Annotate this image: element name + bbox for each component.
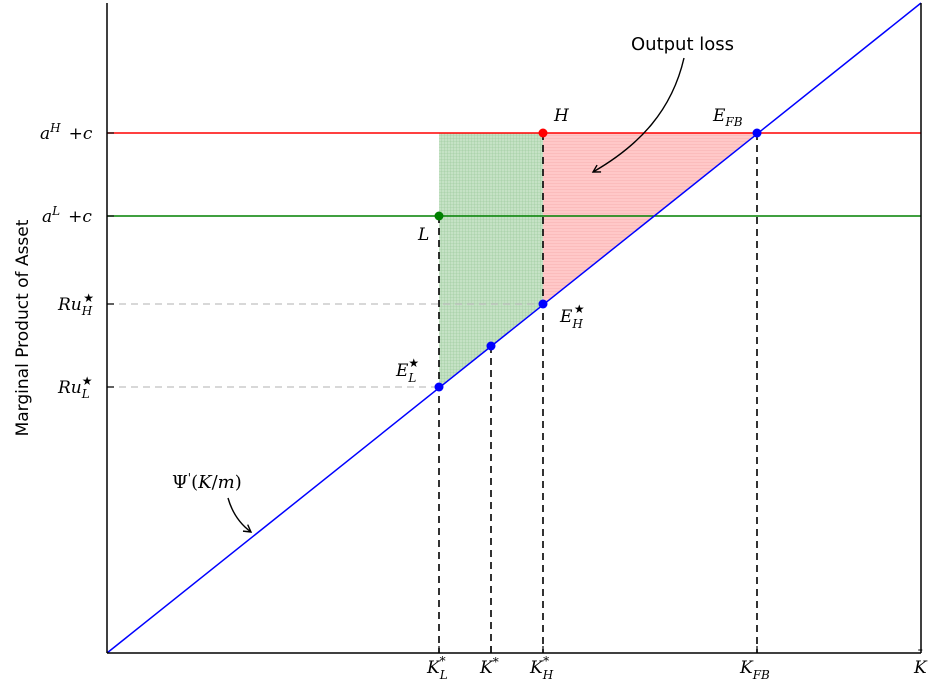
point-kstar — [486, 341, 496, 351]
output-loss-annotation: Output loss — [631, 34, 734, 55]
x-tick-label-kh: KH* — [529, 654, 554, 682]
point-efb — [752, 128, 762, 138]
x-tick-marks — [438, 646, 758, 653]
output-loss-arrow — [591, 57, 685, 173]
point-eh — [538, 299, 548, 309]
y-axis-label: Marginal Product of Asset — [13, 219, 33, 436]
y-tick-label-rul: RuL★ — [57, 374, 92, 401]
psi-prime-line — [106, 2, 922, 654]
y-tick-marks — [107, 132, 114, 388]
x-tick-label-kl: KL* — [426, 654, 448, 682]
y-tick-label-ruh: RuH★ — [57, 291, 94, 318]
x-tick-label-kstar: K* — [479, 655, 499, 678]
label-eh: EH★ — [559, 302, 585, 331]
y-tick-label-ah: aH +c — [40, 121, 93, 144]
label-l: L — [417, 225, 429, 245]
psi-arrow — [227, 497, 253, 533]
label-h: H — [553, 106, 570, 126]
label-el: EL★ — [395, 356, 419, 385]
y-tick-label-al: aL +c — [42, 204, 92, 227]
green-shaded-region — [439, 133, 543, 387]
x-tick-label-kfb: KFB — [739, 658, 770, 682]
point-h — [538, 128, 548, 138]
psi-annotation: Ψ'(K/m) — [172, 471, 242, 493]
point-el — [434, 382, 444, 392]
point-l — [434, 211, 444, 221]
label-efb: EFB — [712, 106, 743, 129]
